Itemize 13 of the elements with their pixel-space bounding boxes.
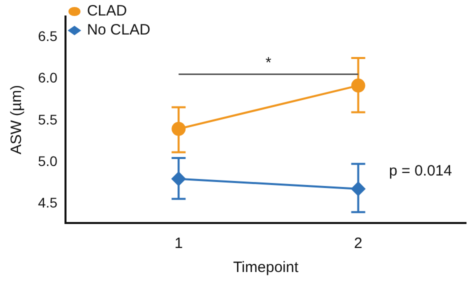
annotation: * <box>266 54 272 72</box>
y-axis-title: ASW (µm) <box>8 84 26 154</box>
x-tick-label: 2 <box>354 235 362 252</box>
legend-label: CLAD <box>86 2 128 20</box>
y-tick-label: 6.0 <box>38 70 58 86</box>
y-tick-label: 4.5 <box>38 194 58 211</box>
annotation: p = 0.014 <box>389 162 452 180</box>
x-axis-title: Timepoint <box>233 259 300 276</box>
legend-label: No CLAD <box>86 22 150 39</box>
y-tick-label: 6.5 <box>38 28 58 44</box>
y-tick-label: 5.5 <box>38 111 58 128</box>
x-tick-label: 1 <box>174 235 183 252</box>
y-tick-label: 5.0 <box>38 153 58 170</box>
